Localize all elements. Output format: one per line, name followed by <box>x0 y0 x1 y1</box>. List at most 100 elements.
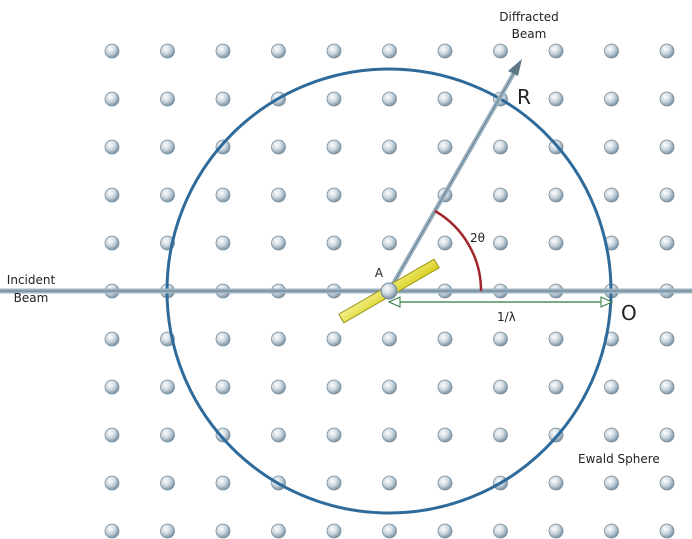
lattice-point <box>548 523 564 539</box>
lattice-point <box>271 427 286 443</box>
lattice-point <box>271 331 286 347</box>
lattice-point <box>160 427 175 443</box>
lattice-point <box>604 139 619 155</box>
lattice-point <box>604 91 619 107</box>
lattice-point <box>493 235 508 251</box>
lattice-point <box>160 379 175 395</box>
lattice-point <box>659 91 675 107</box>
diffracted-beam-arrowhead <box>508 59 522 76</box>
lattice-point <box>215 523 231 539</box>
lattice-point <box>160 187 175 203</box>
lattice-point <box>215 187 231 203</box>
lattice-point <box>160 139 175 155</box>
lattice-point <box>382 523 397 539</box>
lattice-point <box>493 523 508 539</box>
lattice-point <box>160 91 175 107</box>
lattice-point <box>382 331 397 347</box>
lattice-point <box>659 523 675 539</box>
lattice-point <box>104 139 120 155</box>
lattice-point <box>104 523 120 539</box>
lattice-point <box>104 235 120 251</box>
lattice-point <box>437 523 453 539</box>
lattice-point <box>604 427 619 443</box>
lattice-point <box>604 379 619 395</box>
lattice-point <box>548 475 564 491</box>
incident-beam-label-line1: Incident <box>7 273 56 287</box>
lattice-point <box>493 187 508 203</box>
lattice-point <box>437 331 453 347</box>
lattice-point <box>604 187 619 203</box>
lattice-point <box>659 187 675 203</box>
lattice-point <box>604 475 619 491</box>
lattice-point <box>215 475 231 491</box>
lattice-point <box>382 139 397 155</box>
lattice-point <box>548 379 564 395</box>
lattice-point <box>382 427 397 443</box>
lattice-point <box>604 523 619 539</box>
lattice-point <box>215 43 231 59</box>
lattice-point <box>437 139 453 155</box>
lattice-point <box>493 427 508 443</box>
lattice-point <box>659 427 675 443</box>
lattice-point <box>437 91 453 107</box>
point-a-marker <box>380 282 398 300</box>
lattice-point <box>437 475 453 491</box>
lattice-point <box>326 427 342 443</box>
lattice-point <box>215 139 231 155</box>
lattice-point <box>548 235 564 251</box>
lattice-point <box>604 43 619 59</box>
lattice-point <box>271 43 286 59</box>
lattice-point <box>215 235 231 251</box>
lattice-point <box>659 235 675 251</box>
lattice-point <box>326 235 342 251</box>
reciprocal-lattice <box>104 43 675 539</box>
lattice-point <box>382 91 397 107</box>
lattice-point <box>326 43 342 59</box>
two-theta-arc <box>434 209 483 292</box>
lattice-point <box>382 235 397 251</box>
angle-label: 2θ <box>470 231 485 245</box>
lattice-point <box>215 91 231 107</box>
diffracted-beam <box>387 59 522 293</box>
lattice-point <box>104 187 120 203</box>
lattice-point <box>271 379 286 395</box>
lattice-point <box>160 43 175 59</box>
lattice-point <box>104 91 120 107</box>
lattice-point <box>548 91 564 107</box>
lattice-point <box>160 523 175 539</box>
lattice-point <box>382 379 397 395</box>
lattice-point <box>271 523 286 539</box>
lattice-point <box>548 43 564 59</box>
lattice-point <box>382 187 397 203</box>
lattice-point <box>215 427 231 443</box>
lattice-point <box>326 379 342 395</box>
lattice-point <box>326 523 342 539</box>
lattice-point <box>104 475 120 491</box>
lattice-point <box>104 427 120 443</box>
lattice-point <box>437 235 453 251</box>
lattice-point <box>104 43 120 59</box>
lattice-point <box>104 379 120 395</box>
radius-arrow <box>387 296 614 308</box>
lattice-point <box>104 331 120 347</box>
lattice-point <box>659 139 675 155</box>
incident-beam-label-line2: Beam <box>14 291 49 305</box>
lattice-point <box>326 475 342 491</box>
lattice-point <box>382 475 397 491</box>
lattice-point <box>437 379 453 395</box>
lattice-point <box>382 43 397 59</box>
lattice-point <box>215 379 231 395</box>
lattice-point <box>215 331 231 347</box>
lattice-point <box>271 187 286 203</box>
diffracted-beam-label-line2: Beam <box>512 27 547 41</box>
diffracted-beam-label-line1: Diffracted <box>499 10 558 24</box>
ewald-sphere-label: Ewald Sphere <box>578 452 660 466</box>
lattice-point <box>437 43 453 59</box>
lattice-point <box>493 331 508 347</box>
point-r-label: R <box>517 85 531 109</box>
lattice-point <box>271 139 286 155</box>
lattice-point <box>326 91 342 107</box>
lattice-point <box>659 475 675 491</box>
point-o-label: O <box>621 301 637 325</box>
